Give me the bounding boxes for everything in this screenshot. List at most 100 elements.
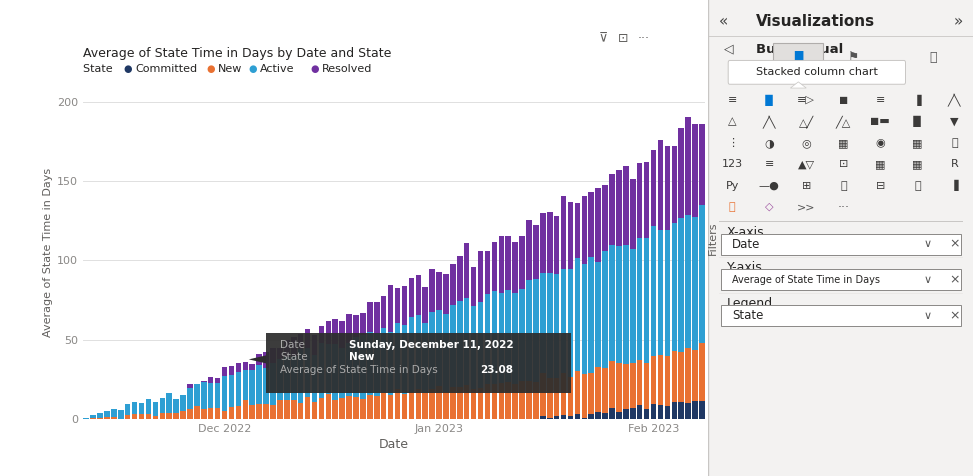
Bar: [333, 344, 338, 400]
Text: ≡▷: ≡▷: [797, 95, 815, 105]
Bar: [464, 385, 470, 419]
Bar: [450, 264, 455, 305]
Text: ∨: ∨: [924, 310, 932, 321]
Text: >>: >>: [797, 202, 815, 212]
Text: △: △: [728, 116, 737, 127]
FancyBboxPatch shape: [721, 305, 960, 326]
Bar: [471, 306, 477, 388]
Bar: [402, 325, 408, 394]
FancyBboxPatch shape: [728, 60, 906, 84]
Text: ···: ···: [838, 200, 849, 214]
Bar: [353, 337, 359, 397]
Bar: [374, 302, 379, 333]
Bar: [353, 315, 359, 337]
Bar: [235, 372, 241, 406]
Bar: [409, 317, 414, 392]
Bar: [249, 370, 255, 405]
Text: ×: ×: [950, 309, 959, 322]
Text: R: R: [951, 159, 958, 169]
Bar: [637, 238, 642, 360]
Text: ◼▬: ◼▬: [871, 116, 890, 127]
Bar: [360, 335, 366, 398]
Bar: [187, 409, 193, 419]
Bar: [554, 216, 559, 274]
Bar: [229, 375, 234, 407]
Text: «: «: [719, 14, 728, 29]
Bar: [471, 267, 477, 306]
Text: Stacked column chart: Stacked column chart: [756, 67, 878, 78]
Text: ◁: ◁: [724, 42, 734, 56]
Text: ≡: ≡: [876, 95, 885, 105]
Bar: [602, 413, 608, 419]
Text: ▐▌: ▐▌: [789, 50, 808, 64]
Text: ▦: ▦: [875, 159, 885, 169]
Text: ●: ●: [124, 64, 132, 74]
Bar: [229, 407, 234, 419]
Bar: [616, 246, 622, 363]
Bar: [346, 397, 352, 419]
Bar: [229, 366, 234, 375]
Bar: [402, 286, 408, 325]
Polygon shape: [249, 356, 266, 363]
Bar: [560, 269, 566, 373]
Text: New: New: [349, 352, 375, 362]
Bar: [692, 401, 698, 419]
Polygon shape: [790, 82, 807, 88]
Bar: [457, 387, 462, 419]
Bar: [526, 381, 532, 419]
Text: 📍: 📍: [729, 202, 736, 212]
Bar: [575, 414, 580, 419]
Bar: [166, 394, 172, 413]
Bar: [471, 388, 477, 419]
Bar: [340, 320, 345, 348]
Text: ▦: ▦: [838, 138, 848, 148]
Bar: [201, 381, 206, 382]
Text: ⊞: ⊞: [802, 180, 811, 191]
Bar: [125, 404, 130, 415]
Bar: [277, 400, 283, 419]
Bar: [609, 361, 615, 408]
Bar: [422, 287, 428, 324]
Text: ≡: ≡: [728, 95, 737, 105]
Text: —●: —●: [759, 180, 779, 191]
Bar: [215, 408, 221, 419]
FancyBboxPatch shape: [721, 234, 960, 255]
FancyBboxPatch shape: [721, 269, 960, 290]
Bar: [353, 397, 359, 419]
Bar: [567, 416, 573, 419]
Bar: [623, 166, 629, 245]
Bar: [160, 398, 165, 413]
Bar: [305, 329, 310, 348]
Bar: [630, 179, 635, 248]
Bar: [125, 415, 130, 419]
Bar: [609, 245, 615, 361]
Bar: [498, 293, 504, 383]
Bar: [443, 274, 449, 315]
Bar: [651, 226, 657, 356]
Bar: [595, 367, 601, 412]
Bar: [187, 388, 193, 409]
Bar: [270, 363, 275, 406]
Text: X-axis: X-axis: [727, 226, 765, 239]
Bar: [685, 118, 691, 215]
Text: Date: Date: [732, 238, 761, 251]
Bar: [340, 398, 345, 419]
Bar: [513, 384, 518, 419]
Bar: [575, 203, 580, 258]
Bar: [540, 273, 546, 374]
Bar: [520, 289, 524, 381]
Bar: [326, 394, 331, 419]
Bar: [547, 378, 553, 418]
Bar: [671, 351, 677, 403]
Bar: [443, 315, 449, 392]
Bar: [589, 414, 595, 419]
Text: ◑: ◑: [765, 138, 775, 148]
Bar: [685, 348, 691, 403]
Bar: [222, 411, 228, 419]
Bar: [146, 399, 151, 414]
Bar: [104, 411, 110, 417]
Text: ◼: ◼: [839, 95, 847, 105]
Bar: [671, 403, 677, 419]
Bar: [256, 365, 262, 404]
Text: »: »: [954, 14, 962, 29]
